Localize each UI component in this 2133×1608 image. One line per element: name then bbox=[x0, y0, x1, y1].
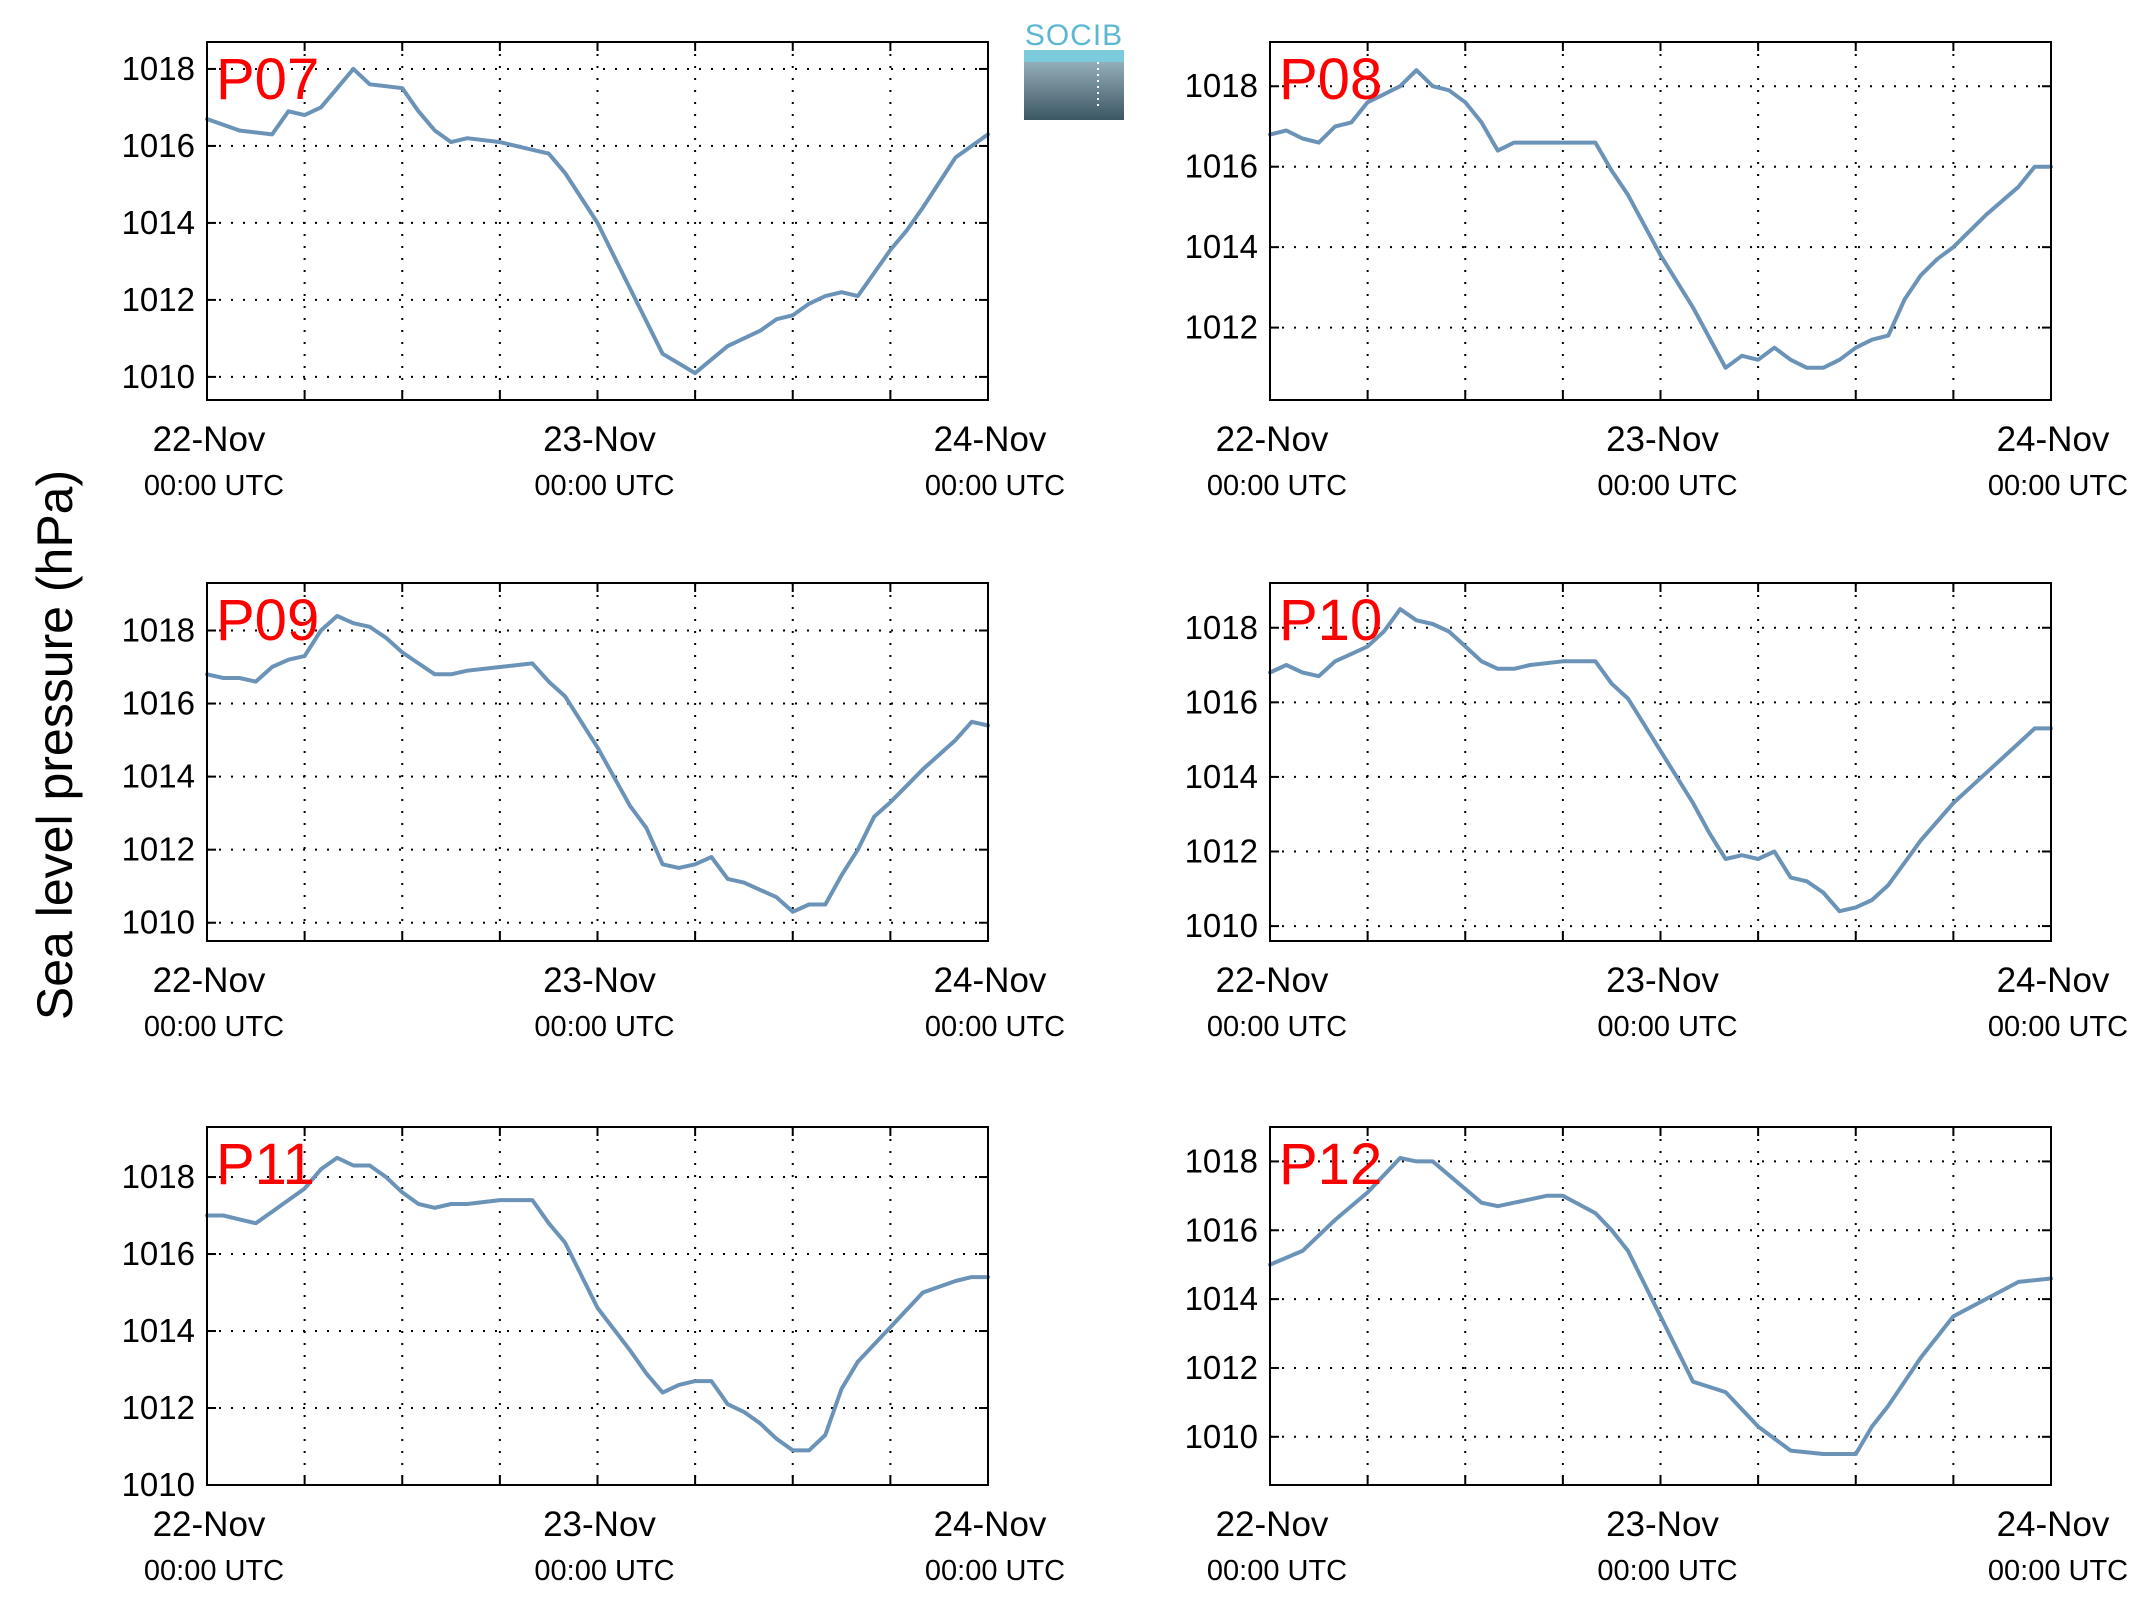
plot-frame bbox=[206, 41, 989, 401]
y-tick-label: 1018 bbox=[1185, 609, 1258, 646]
series-line-p12 bbox=[1268, 1156, 2053, 1456]
x-tick-time-label: 00:00 UTC bbox=[1207, 1011, 1347, 1043]
series-line-p07 bbox=[205, 66, 990, 376]
plot-frame bbox=[206, 582, 989, 942]
y-tick-label: 1016 bbox=[122, 1235, 195, 1272]
series-line-p10 bbox=[1268, 607, 2053, 914]
panel-label: P12 bbox=[1279, 1132, 1382, 1197]
y-tick-label: 1014 bbox=[1185, 1280, 1258, 1317]
y-tick-label: 1012 bbox=[122, 281, 195, 318]
x-tick-date-label: 23-Nov bbox=[1606, 961, 1719, 1000]
logo-wave-band bbox=[1024, 50, 1124, 62]
x-tick-date-label: 24-Nov bbox=[1997, 420, 2110, 459]
x-tick-date-label: 23-Nov bbox=[1606, 420, 1719, 459]
y-tick-label: 1016 bbox=[1185, 148, 1258, 185]
x-tick-date-label: 22-Nov bbox=[153, 1505, 266, 1544]
y-tick-label: 1016 bbox=[122, 685, 195, 722]
y-tick-label: 1010 bbox=[1185, 1418, 1258, 1455]
x-tick-date-label: 23-Nov bbox=[543, 961, 656, 1000]
y-tick-label: 1014 bbox=[1185, 758, 1258, 795]
x-tick-date-label: 24-Nov bbox=[1997, 1505, 2110, 1544]
x-tick-date-label: 22-Nov bbox=[153, 420, 266, 459]
y-tick-label: 1014 bbox=[122, 1312, 195, 1349]
panel-label: P11 bbox=[216, 1132, 315, 1197]
x-tick-date-label: 24-Nov bbox=[934, 1505, 1047, 1544]
logo-text: SOCIB bbox=[1025, 19, 1123, 52]
y-tick-label: 1018 bbox=[122, 1158, 195, 1195]
panel-label: P09 bbox=[216, 588, 319, 653]
panel-p08: 1012 1014 1016 1018 22-Nov 00:00 UTC 23-Nov 00:… bbox=[1185, 41, 2128, 502]
y-tick-label: 1012 bbox=[122, 1389, 195, 1426]
y-tick-label: 1018 bbox=[1185, 67, 1258, 104]
y-tick-label: 1010 bbox=[122, 358, 195, 395]
x-tick-time-label: 00:00 UTC bbox=[534, 1011, 674, 1043]
x-tick-time-label: 00:00 UTC bbox=[1597, 1011, 1737, 1043]
x-tick-time-label: 00:00 UTC bbox=[534, 470, 674, 502]
y-tick-label: 1018 bbox=[122, 50, 195, 87]
x-tick-date-label: 22-Nov bbox=[153, 961, 266, 1000]
y-tick-label: 1016 bbox=[1185, 683, 1258, 720]
x-tick-date-label: 22-Nov bbox=[1216, 1505, 1329, 1544]
panel-grid: 1010 1012 1014 1016 1018 22-Nov 00:00 UTC 23-No… bbox=[122, 41, 2128, 1587]
series-line-p09 bbox=[205, 613, 990, 914]
x-tick-time-label: 00:00 UTC bbox=[1207, 1555, 1347, 1587]
y-tick-label: 1010 bbox=[122, 904, 195, 941]
x-tick-date-label: 24-Nov bbox=[934, 420, 1047, 459]
y-tick-label: 1010 bbox=[1185, 907, 1258, 944]
panel-p09: 1010 1012 1014 1016 1018 22-Nov 00:00 UTC 23-No… bbox=[122, 582, 1065, 1043]
x-tick-time-label: 00:00 UTC bbox=[925, 1555, 1065, 1587]
y-tick-label: 1018 bbox=[1185, 1142, 1258, 1179]
plot-frame bbox=[206, 1126, 989, 1486]
x-tick-time-label: 00:00 UTC bbox=[1597, 470, 1737, 502]
x-tick-date-label: 24-Nov bbox=[1997, 961, 2110, 1000]
socib-logo: SOCIB bbox=[1024, 19, 1124, 120]
panel-p11: 1010 1012 1014 1016 1018 22-Nov 00:00 UTC 23-No… bbox=[122, 1126, 1065, 1587]
plot-frame bbox=[1269, 582, 2052, 942]
x-tick-time-label: 00:00 UTC bbox=[144, 470, 284, 502]
x-tick-time-label: 00:00 UTC bbox=[925, 1011, 1065, 1043]
y-axis-label: Sea level pressure (hPa) bbox=[27, 470, 83, 1020]
x-tick-date-label: 23-Nov bbox=[543, 1505, 656, 1544]
series-line-p11 bbox=[205, 1155, 990, 1453]
y-tick-label: 1012 bbox=[1185, 833, 1258, 870]
plot-frame bbox=[1269, 41, 2052, 401]
x-tick-time-label: 00:00 UTC bbox=[144, 1011, 284, 1043]
y-tick-label: 1014 bbox=[122, 758, 195, 795]
panel-label: P08 bbox=[1279, 47, 1382, 112]
x-tick-time-label: 00:00 UTC bbox=[1207, 470, 1347, 502]
series-line-p08 bbox=[1268, 68, 2053, 370]
x-tick-date-label: 22-Nov bbox=[1216, 420, 1329, 459]
y-tick-label: 1018 bbox=[122, 611, 195, 648]
panel-label: P10 bbox=[1279, 588, 1382, 653]
y-tick-label: 1016 bbox=[122, 127, 195, 164]
x-tick-date-label: 22-Nov bbox=[1216, 961, 1329, 1000]
y-tick-label: 1014 bbox=[1185, 228, 1258, 265]
y-tick-label: 1014 bbox=[122, 204, 195, 241]
y-tick-label: 1012 bbox=[122, 831, 195, 868]
x-tick-date-label: 23-Nov bbox=[1606, 1505, 1719, 1544]
x-tick-time-label: 00:00 UTC bbox=[925, 470, 1065, 502]
y-tick-label: 1012 bbox=[1185, 309, 1258, 346]
y-tick-label: 1016 bbox=[1185, 1211, 1258, 1248]
panel-p12: 1010 1012 1014 1016 1018 22-Nov 00:00 UTC 23-No… bbox=[1185, 1126, 2128, 1587]
x-tick-date-label: 23-Nov bbox=[543, 420, 656, 459]
logo-block bbox=[1024, 62, 1124, 120]
x-tick-time-label: 00:00 UTC bbox=[144, 1555, 284, 1587]
x-tick-time-label: 00:00 UTC bbox=[534, 1555, 674, 1587]
x-tick-time-label: 00:00 UTC bbox=[1988, 470, 2128, 502]
panel-p07: 1010 1012 1014 1016 1018 22-Nov 00:00 UTC 23-No… bbox=[122, 41, 1065, 502]
x-tick-date-label: 24-Nov bbox=[934, 961, 1047, 1000]
x-tick-time-label: 00:00 UTC bbox=[1988, 1555, 2128, 1587]
y-tick-label: 1010 bbox=[122, 1466, 195, 1503]
x-tick-time-label: 00:00 UTC bbox=[1597, 1555, 1737, 1587]
panel-label: P07 bbox=[216, 47, 319, 112]
y-tick-label: 1012 bbox=[1185, 1349, 1258, 1386]
panel-p10: 1010 1012 1014 1016 1018 22-Nov 00:00 UTC 23-No… bbox=[1185, 582, 2128, 1043]
plot-frame bbox=[1269, 1126, 2052, 1486]
x-tick-time-label: 00:00 UTC bbox=[1988, 1011, 2128, 1043]
